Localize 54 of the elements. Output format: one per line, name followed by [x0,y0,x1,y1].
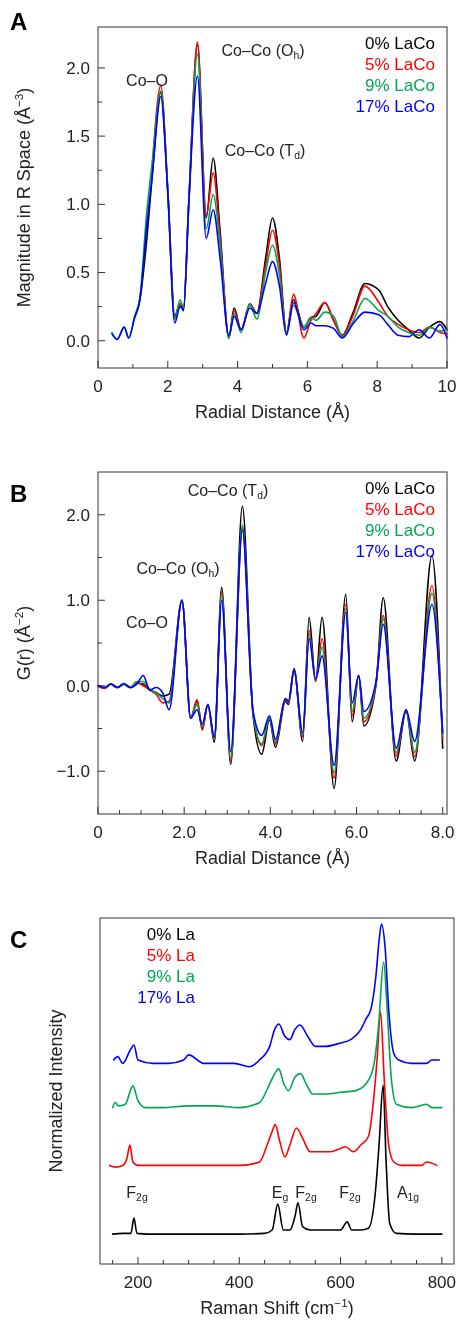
text: 17% LaCo [355,97,435,116]
annotation: Co–Co (T$_{d}$) [187,481,269,501]
x-tick-label: 2.0 [172,823,196,842]
annotation: Co–Co (O$_{h}$) [221,41,305,61]
annotation: E$_{g}$ [271,1183,289,1203]
annotation: Co–Co (O$_{h}$) [136,559,220,579]
chart-title: C [10,926,28,953]
y-tick-label: 0.0 [66,676,90,696]
annotation: F$_{2g}$ [295,1183,317,1203]
text: 9% La [146,967,196,986]
x-axis-title: Raman Shift (cm$^{−1}$) [200,1295,354,1318]
y-tick-label: 1.0 [66,195,90,215]
y-tick-label: 0.0 [66,331,90,351]
x-tick-label: 6 [302,377,313,396]
y-tick-label: 1.0 [66,591,90,611]
x-tick-label: 4.0 [258,823,283,842]
y-axis-title: Normalized Intensity [46,1009,66,1173]
x-tick-label: 2 [163,377,173,396]
x-tick-label: 400 [225,1273,254,1292]
text: 5% La [146,946,196,965]
annotation: F$_{2g}$ [339,1183,361,1203]
annotation: A$_{1g}$ [396,1183,420,1203]
text: 5% LaCo [365,55,435,74]
x-tick-label: 600 [326,1273,355,1292]
x-tick-label: 8 [372,377,382,396]
text: 17% LaCo [355,542,435,561]
annotation: F$_{2g}$ [126,1183,148,1203]
chart-title: B [10,480,28,507]
x-tick-label: 8.0 [430,823,455,842]
text: 17% La [137,988,196,1007]
chart-title: A [10,8,28,35]
x-tick-label: 0 [93,377,103,396]
y-tick-label: 0.5 [66,263,90,283]
annotation: Co–Co (T$_{d}$) [224,141,306,161]
text: 9% LaCo [365,76,435,95]
y-tick-label: 2.0 [66,58,90,78]
annotation: Co–O [126,71,168,89]
y-tick-label: 1.5 [66,127,90,147]
x-tick-label: 10 [437,377,457,396]
text: 9% LaCo [365,521,435,540]
x-tick-label: 6.0 [344,823,369,842]
x-tick-label: 4 [232,377,243,396]
x-axis-title: Radial Distance (Å) [194,848,351,868]
x-axis-title: Radial Distance (Å) [194,402,351,422]
x-tick-label: 200 [123,1273,153,1292]
text: 5% LaCo [365,500,435,519]
text: 0% La [146,925,196,944]
y-tick-label: 2.0 [66,505,90,525]
x-tick-label: 800 [427,1273,457,1292]
text: 0% LaCo [365,34,435,53]
x-tick-label: 0 [93,823,103,842]
annotation: Co–O [126,613,168,631]
text: 0% LaCo [365,479,435,498]
y-tick-label: −1.0 [56,762,90,782]
